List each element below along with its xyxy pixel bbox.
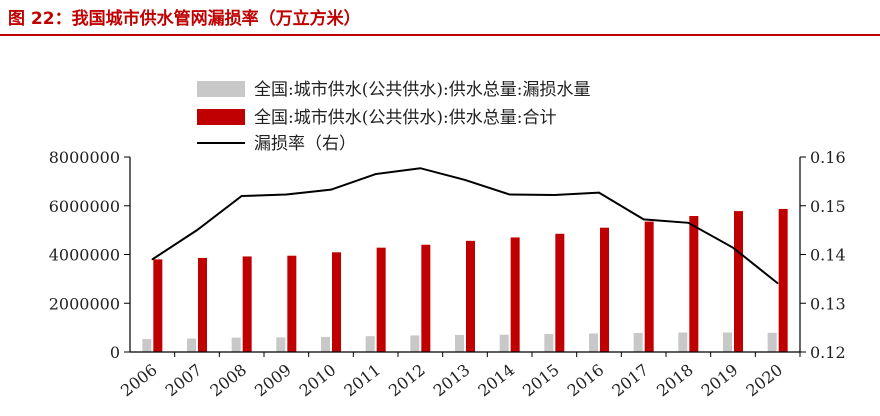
rate-point-2012 (419, 167, 422, 170)
rate-point-2015 (553, 194, 556, 196)
legend-total-swatch (197, 109, 245, 125)
bar-total-2019 (734, 211, 743, 352)
bar-total-2011 (376, 247, 386, 352)
legend-total-label: 全国:城市供水(公共供水):供水总量:合计 (254, 108, 556, 128)
x-tick-label-2006: 2006 (117, 360, 161, 400)
rate-point-2006 (151, 258, 154, 261)
bar-leakage-2009 (276, 337, 286, 352)
rate-point-2020 (776, 282, 779, 285)
x-tick-label-2013: 2013 (430, 360, 474, 400)
y-right-tick-label: 0.15 (810, 197, 846, 216)
y-right-tick-label: 0.12 (810, 343, 846, 362)
y-left-tick-label: 4000000 (49, 246, 120, 265)
x-tick-label-2019: 2019 (698, 360, 742, 400)
bar-leakage-2010 (321, 336, 330, 352)
x-tick-label-2007: 2007 (162, 360, 206, 400)
x-tick-label-2017: 2017 (608, 360, 652, 400)
bar-leakage-2016 (589, 333, 598, 352)
bar-leakage-2020 (767, 332, 777, 352)
rate-point-2009 (285, 193, 288, 196)
bar-total-2009 (287, 255, 297, 352)
bar-leakage-2019 (723, 332, 732, 352)
x-tick-label-2020: 2020 (742, 360, 786, 400)
axes: 0 2000000 4000000 6000000 8000000 0.12 0.13 0.1… (49, 148, 846, 400)
bar-leakage-2018 (678, 332, 688, 352)
series-leakage-bars (142, 332, 777, 352)
rate-point-2014 (508, 193, 511, 196)
bar-leakage-2007 (187, 338, 196, 352)
x-tick-label-2011: 2011 (340, 360, 384, 400)
x-tick-label-2016: 2016 (564, 360, 608, 400)
bar-leakage-2013 (455, 334, 464, 352)
legend-leakage-swatch (197, 81, 245, 97)
bar-leakage-2014 (499, 334, 509, 352)
rate-point-2018 (687, 222, 690, 224)
bar-leakage-2011 (365, 336, 375, 352)
bar-total-2013 (466, 240, 475, 352)
figure-title: 图 22：我国城市供水管网漏损率（万立方米） (8, 9, 361, 29)
bar-total-2016 (600, 227, 609, 352)
y-left-tick-label: 8000000 (49, 148, 120, 167)
y-right-tick-label: 0.14 (810, 246, 846, 265)
rate-point-2013 (464, 179, 466, 181)
bar-leakage-2012 (410, 335, 420, 352)
x-tick-label-2010: 2010 (296, 360, 340, 400)
bar-total-2014 (510, 237, 520, 352)
title-rule (0, 34, 880, 36)
y-left-tick-label: 0 (110, 343, 120, 362)
rate-point-2008 (240, 195, 243, 197)
legend-leakage-label: 全国:城市供水(公共供水):供水总量:漏损水量 (254, 80, 590, 100)
rate-point-2017 (642, 218, 645, 221)
y-right-tick-label: 0.16 (810, 148, 846, 167)
x-tick-label-2015: 2015 (519, 360, 563, 400)
bar-leakage-2017 (633, 332, 643, 352)
bar-leakage-2006 (142, 339, 152, 352)
y-left-tick-label: 2000000 (49, 294, 120, 313)
bar-leakage-2015 (544, 333, 554, 352)
bar-total-2017 (644, 221, 654, 352)
x-tick-label-2009: 2009 (251, 360, 295, 400)
series-total-bars (153, 208, 788, 352)
rate-point-2007 (196, 229, 198, 231)
legend: 全国:城市供水(公共供水):供水总量:漏损水量全国:城市供水(公共供水):供水总… (197, 80, 590, 154)
x-tick-label-2012: 2012 (385, 360, 429, 400)
rate-point-2019 (732, 246, 734, 249)
y-right-tick-label: 0.13 (810, 294, 846, 313)
bar-total-2012 (421, 244, 431, 352)
x-tick-label-2008: 2008 (206, 360, 250, 400)
bar-total-2020 (778, 208, 788, 352)
x-tick-label-2014: 2014 (474, 360, 518, 400)
legend-rate-label: 漏损率（右） (254, 134, 356, 154)
rate-point-2016 (598, 191, 600, 194)
rate-point-2010 (330, 188, 332, 191)
x-tick-label-2018: 2018 (653, 360, 697, 400)
bar-total-2008 (242, 256, 252, 352)
bar-total-2007 (198, 257, 207, 352)
bar-leakage-2008 (231, 337, 241, 352)
bar-total-2010 (332, 252, 341, 352)
bar-total-2015 (555, 233, 565, 352)
bar-total-2006 (153, 259, 163, 352)
y-left-tick-label: 6000000 (49, 197, 120, 216)
rate-point-2011 (374, 173, 377, 175)
series-leakage-rate-line (151, 167, 779, 285)
bar-total-2018 (689, 215, 699, 352)
